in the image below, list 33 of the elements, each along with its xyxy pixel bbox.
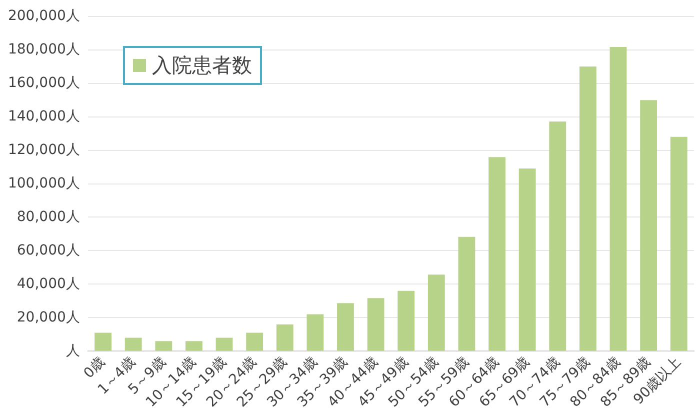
y-tick-label: 140,000人: [8, 108, 80, 124]
y-tick-label: 40,000人: [16, 276, 80, 292]
bar: [488, 157, 506, 351]
bar: [428, 274, 445, 351]
y-tick-label: 人: [66, 342, 80, 359]
bar: [458, 236, 476, 351]
y-tick-label: 80,000人: [16, 208, 80, 225]
y-tick-label: 60,000人: [16, 242, 80, 258]
bar: [398, 290, 415, 351]
bar: [276, 324, 294, 351]
y-tick-label: 200,000人: [8, 8, 80, 24]
bar: [94, 332, 112, 351]
y-tick-label: 180,000人: [8, 42, 80, 58]
bar: [579, 66, 596, 351]
bar: [670, 136, 688, 351]
bar: [246, 332, 264, 351]
bar: [124, 338, 142, 351]
bar: [640, 100, 657, 351]
bar: [610, 47, 627, 351]
y-tick-label: 120,000人: [8, 142, 80, 158]
y-tick-label: 160,000人: [8, 74, 80, 91]
bar: [306, 314, 324, 351]
bar: [518, 168, 536, 351]
bar: [216, 338, 233, 351]
bar: [155, 341, 172, 351]
legend-label: 入院患者数: [152, 52, 252, 80]
y-tick-label: 20,000人: [16, 309, 80, 326]
bar: [549, 122, 566, 351]
bar: [367, 298, 384, 351]
x-tick-label: 0歳: [80, 354, 108, 382]
y-tick-label: 100,000人: [8, 175, 80, 192]
bar: [186, 341, 202, 351]
bar: [337, 303, 354, 351]
